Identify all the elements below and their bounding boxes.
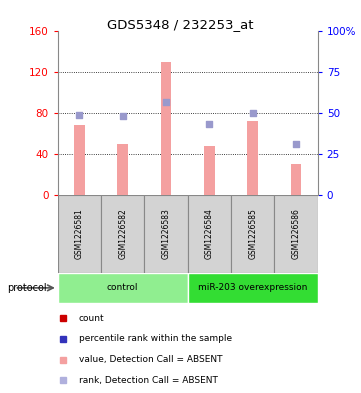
Text: control: control <box>107 283 139 292</box>
Bar <box>188 195 231 273</box>
Bar <box>291 164 301 195</box>
Text: percentile rank within the sample: percentile rank within the sample <box>79 334 232 343</box>
Bar <box>144 195 188 273</box>
Text: value, Detection Call = ABSENT: value, Detection Call = ABSENT <box>79 355 222 364</box>
Text: GSM1226583: GSM1226583 <box>162 208 170 259</box>
Bar <box>274 195 318 273</box>
Bar <box>101 195 144 273</box>
Bar <box>74 125 85 195</box>
Text: GSM1226581: GSM1226581 <box>75 208 84 259</box>
Point <box>77 112 82 118</box>
Text: GSM1226585: GSM1226585 <box>248 208 257 259</box>
Point <box>206 121 212 128</box>
Point <box>293 141 299 147</box>
Bar <box>117 143 128 195</box>
Text: miR-203 overexpression: miR-203 overexpression <box>198 283 307 292</box>
Text: rank, Detection Call = ABSENT: rank, Detection Call = ABSENT <box>79 376 217 385</box>
Point <box>250 110 256 116</box>
Text: GSM1226582: GSM1226582 <box>118 208 127 259</box>
Text: count: count <box>79 314 104 323</box>
Bar <box>231 195 274 273</box>
Bar <box>58 195 101 273</box>
Point <box>120 113 126 119</box>
Bar <box>188 273 318 303</box>
Text: GSM1226586: GSM1226586 <box>292 208 300 259</box>
Text: GDS5348 / 232253_at: GDS5348 / 232253_at <box>107 18 254 31</box>
Point <box>163 98 169 105</box>
Bar <box>247 121 258 195</box>
Bar <box>204 145 215 195</box>
Text: GSM1226584: GSM1226584 <box>205 208 214 259</box>
Bar <box>58 273 188 303</box>
Bar <box>161 62 171 195</box>
Text: protocol: protocol <box>7 283 47 293</box>
